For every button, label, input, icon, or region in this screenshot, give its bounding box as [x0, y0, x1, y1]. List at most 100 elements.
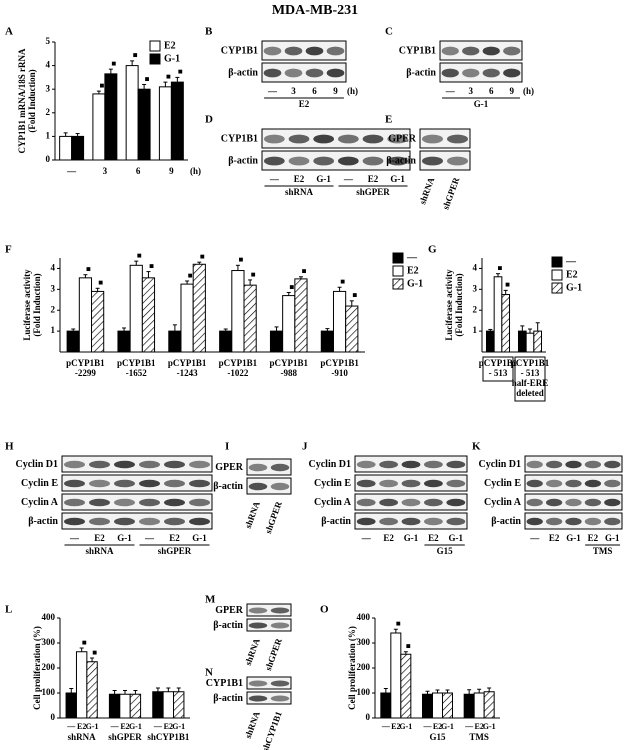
significance-mark: ■	[251, 270, 256, 279]
bar	[485, 330, 495, 353]
x-tick-label: - 513	[521, 368, 540, 378]
panel-letter: O	[320, 604, 329, 616]
blot-band	[446, 498, 466, 507]
panel-letter: D	[205, 114, 213, 126]
bar	[119, 693, 131, 719]
bar	[91, 290, 105, 353]
y-tick-label: 300	[357, 637, 371, 647]
bar	[269, 330, 284, 353]
y-axis-label: Cell proliferation (%)	[32, 626, 42, 710]
blot-band	[447, 134, 468, 144]
blot-band	[89, 479, 110, 488]
significance-mark: ■	[302, 267, 307, 276]
bar	[137, 88, 151, 161]
blot-band	[422, 134, 443, 144]
x-tick-label: pCYP1B1	[320, 358, 359, 368]
blot-band	[305, 68, 324, 78]
significance-mark: ■	[200, 252, 205, 261]
blot-band	[356, 479, 376, 488]
blot-band	[270, 680, 290, 687]
panel-letter: L	[5, 604, 12, 616]
bar	[400, 653, 412, 719]
bar	[501, 294, 511, 353]
group-label: shGPER	[356, 187, 390, 197]
y-tick-label: 3	[473, 283, 478, 293]
y-tick-label: 4	[51, 263, 56, 273]
blot-band	[362, 134, 384, 144]
bar	[75, 651, 88, 719]
category-box	[482, 356, 514, 382]
bar	[129, 693, 142, 719]
row-label: Cyclin E	[21, 478, 58, 489]
blot-band	[604, 460, 621, 469]
blot-band	[164, 460, 185, 469]
row-label: β-actin	[28, 516, 58, 527]
lane-label: G-1	[390, 174, 405, 184]
blot-band	[482, 46, 500, 56]
lane-label: 6	[489, 86, 494, 96]
bar-label: G-1	[399, 722, 412, 731]
bar	[243, 284, 257, 353]
blot-band	[401, 517, 421, 526]
blot-band	[356, 460, 376, 469]
bar-label: G-1	[172, 722, 185, 731]
group-label: shGPER	[158, 546, 192, 556]
bar	[192, 263, 206, 353]
y-tick-label: 200	[42, 662, 56, 672]
blot-band	[545, 498, 563, 507]
lane-label: shGPER	[440, 176, 461, 211]
bar	[517, 330, 527, 353]
bar-label: E2	[164, 722, 173, 731]
blot-band	[545, 517, 563, 526]
bar	[59, 135, 73, 161]
bar	[78, 277, 93, 353]
blot-band	[284, 46, 303, 56]
blot-band	[305, 46, 324, 56]
blot-band	[604, 498, 621, 507]
bar	[390, 632, 402, 719]
y-tick-label: 1	[46, 130, 51, 140]
lane-label: G-1	[404, 533, 419, 543]
blot-band	[270, 607, 290, 614]
bar	[533, 330, 543, 353]
blot-band	[139, 517, 160, 526]
bar	[282, 295, 296, 353]
blot-band	[441, 68, 459, 78]
lane-unit: (h)	[523, 86, 534, 96]
panel-letter: F	[5, 244, 12, 256]
blot-band	[441, 46, 459, 56]
blot-band	[423, 460, 443, 469]
blot-band	[164, 479, 185, 488]
blot-band	[584, 460, 602, 469]
panel-letter: N	[205, 667, 213, 679]
category-box	[514, 356, 546, 402]
group-label: E2	[299, 99, 310, 109]
significance-mark: ■	[111, 59, 116, 68]
blot-band	[356, 517, 376, 526]
legend-swatch	[551, 256, 563, 268]
x-group-label: shCYP1B1	[147, 732, 190, 742]
bar-label: G-1	[483, 722, 496, 731]
blot-band	[379, 460, 399, 469]
row-label: Cyclin A	[314, 497, 352, 508]
panel-letter: I	[225, 441, 229, 453]
bar	[422, 693, 433, 719]
blot-band	[584, 498, 602, 507]
x-group-label: shGPER	[108, 732, 142, 742]
y-tick-label: 4	[46, 60, 51, 70]
blot-band	[288, 134, 310, 144]
significance-mark: ■	[239, 255, 244, 264]
group-label: G-1	[474, 99, 489, 109]
blot-band	[584, 517, 602, 526]
bar-label: —	[153, 722, 163, 731]
lane-label: E2	[94, 533, 105, 543]
bar-label: G-1	[441, 722, 454, 731]
blot-band	[64, 498, 85, 507]
row-label: β-actin	[228, 67, 258, 78]
lane-label: E2	[428, 533, 439, 543]
significance-mark: ■	[166, 72, 171, 81]
bar	[65, 692, 77, 719]
bar	[320, 330, 334, 353]
legend-label: —	[406, 252, 418, 263]
lane-label: shRNA	[417, 176, 436, 206]
